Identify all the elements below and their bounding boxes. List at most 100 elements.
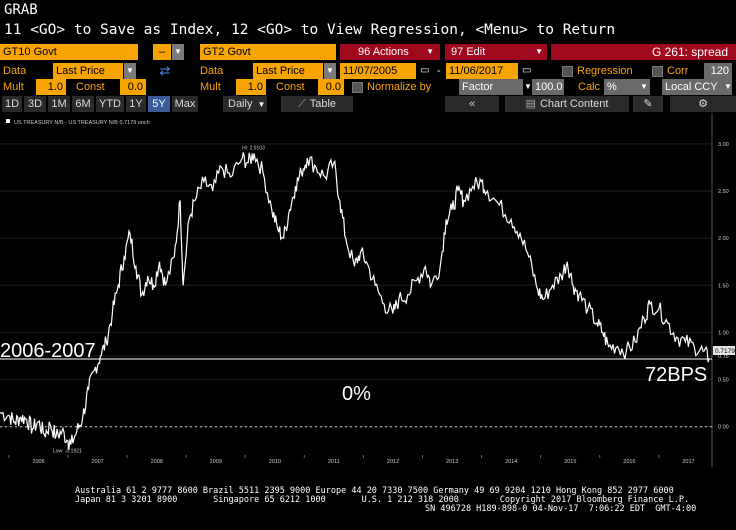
x-axis: 2006 2007 2008 2009 2010 2011 2012 2013 2014 2015… xyxy=(8,455,695,465)
pencil-icon: ✎ xyxy=(643,98,653,110)
function-title: G 261: spread xyxy=(551,44,736,60)
start-date-input[interactable]: 11/07/2005 xyxy=(340,63,416,79)
chart-icon: ▤ xyxy=(525,98,536,110)
hi-label: Hi: 2.9103 xyxy=(242,145,265,151)
annotate-button[interactable]: ✎ xyxy=(633,96,663,112)
x-tick-label: 2010 xyxy=(269,459,281,465)
frequency-select[interactable]: Daily ▼ xyxy=(223,96,267,112)
mult2-input[interactable]: 1.0 xyxy=(236,79,266,95)
regression-label: Regression xyxy=(577,65,633,77)
const-label-2: Const xyxy=(276,81,305,93)
frequency-chevron-icon: ▼ xyxy=(257,100,266,109)
edit-menu[interactable]: 97 Edit ▼ xyxy=(445,44,547,60)
period-button-1m[interactable]: 1M xyxy=(48,96,70,112)
x-tick-label: 2015 xyxy=(564,459,576,465)
x-tick-label: 2008 xyxy=(151,459,163,465)
table-label: Table xyxy=(309,98,336,110)
start-calendar-icon[interactable]: ▭ xyxy=(420,65,430,76)
footer-line-1: Australia 61 2 9777 8600 Brazil 5511 239… xyxy=(75,486,674,496)
footer-line-3: SN 496728 H189-898-0 04-Nov-17 7:06:22 E… xyxy=(425,504,697,514)
y-tick-label: 1.50 xyxy=(718,283,729,289)
y-tick-label: 1.00 xyxy=(718,330,729,336)
corr-label: Corr xyxy=(667,65,689,77)
corr-check-icon xyxy=(652,65,663,77)
footer: Australia 61 2 9777 8600 Brazil 5511 239… xyxy=(75,487,696,514)
table-button[interactable]: ⟋ Table xyxy=(281,96,353,112)
end-date-input[interactable]: 11/06/2017 xyxy=(446,63,518,79)
y-axis: 0.00 0.50 0.75 1.00 1.50 2.00 2.50 3.00 xyxy=(711,113,729,467)
annotation-zero-percent: 0% xyxy=(342,383,371,405)
x-tick-label: 2016 xyxy=(623,459,635,465)
annotation-72bps: 72BPS xyxy=(645,364,707,386)
swap-icon[interactable]: ⇄ xyxy=(159,63,171,78)
period-button-1d[interactable]: 1D xyxy=(2,96,22,112)
end-calendar-icon[interactable]: ▭ xyxy=(522,65,532,76)
normalize-check-icon xyxy=(352,81,363,93)
edit-label: Edit xyxy=(466,46,486,58)
command-line: 11 <GO> to Save as Index, 12 <GO> to Vie… xyxy=(4,22,616,38)
period-button-1y[interactable]: 1Y xyxy=(126,96,146,112)
x-tick-label: 2007 xyxy=(91,459,103,465)
field1-select[interactable]: Last Price xyxy=(53,63,123,79)
security2-input[interactable]: GT2 Govt xyxy=(200,44,336,60)
x-tick-label: 2009 xyxy=(210,459,222,465)
period-button-ytd[interactable]: YTD xyxy=(96,96,124,112)
gear-icon: ⚙ xyxy=(698,98,708,110)
period-button-3d[interactable]: 3D xyxy=(24,96,46,112)
normalize-checkbox[interactable]: Normalize by xyxy=(352,79,431,95)
settings-button[interactable]: ⚙ xyxy=(670,96,736,112)
security1-input[interactable]: GT10 Govt xyxy=(0,44,138,60)
field1-dropdown[interactable]: ▼ xyxy=(124,63,136,79)
annotation-2006-2007: 2006-2007 xyxy=(0,340,96,362)
frequency-label: Daily xyxy=(228,98,253,110)
period-button-6m[interactable]: 6M xyxy=(72,96,94,112)
y-tick-label: 0.00 xyxy=(718,425,729,431)
x-tick-label: 2013 xyxy=(446,459,458,465)
regression-check-icon xyxy=(562,65,573,77)
last-value-badge-bg xyxy=(713,346,735,355)
factor-select[interactable]: Factor xyxy=(459,79,523,95)
x-tick-label: 2012 xyxy=(387,459,399,465)
grab-title: GRAB xyxy=(4,2,38,18)
line-chart-icon: ⟋ xyxy=(298,98,306,110)
mult1-input[interactable]: 1.0 xyxy=(36,79,66,95)
factor-value-input[interactable]: 100.0 xyxy=(532,79,564,95)
series-line xyxy=(0,152,710,451)
const-label: Const xyxy=(76,81,105,93)
chart-content-label: Chart Content xyxy=(539,98,609,110)
y-tick-label: 3.00 xyxy=(718,142,729,148)
low-label: Low: -0.1921 xyxy=(53,449,82,455)
double-chevron-left-icon: « xyxy=(468,98,476,110)
field2-select[interactable]: Last Price xyxy=(253,63,323,79)
y-tick-label: 0.75 xyxy=(718,354,729,360)
y-tick-label: 0.50 xyxy=(718,378,729,384)
corr-checkbox[interactable]: Corr xyxy=(652,63,688,79)
x-tick-label: 2017 xyxy=(682,459,694,465)
calc-dropdown[interactable]: ▼ xyxy=(640,82,648,91)
currency-dropdown[interactable]: ▼ xyxy=(724,82,732,91)
collapse-button[interactable]: « xyxy=(445,96,499,112)
field2-dropdown[interactable]: ▼ xyxy=(324,63,336,79)
x-tick-label: 2006 xyxy=(32,459,44,465)
const1-input[interactable]: 0.0 xyxy=(120,79,146,95)
mult-label: Mult xyxy=(3,81,24,93)
operator-select[interactable]: – xyxy=(153,44,171,60)
actions-menu[interactable]: 96 Actions ▼ xyxy=(340,44,440,60)
period-button-5y[interactable]: 5Y xyxy=(148,96,170,112)
currency-select[interactable]: Local CCY xyxy=(662,79,732,95)
y-tick-label: 2.50 xyxy=(718,189,729,195)
regression-checkbox[interactable]: Regression xyxy=(562,63,633,79)
operator-dropdown[interactable]: ▼ xyxy=(172,44,184,60)
data-label-2: Data xyxy=(200,65,224,77)
chart-content-button[interactable]: ▤ Chart Content xyxy=(505,96,629,112)
calc-select[interactable]: % xyxy=(604,79,650,95)
corr-window-input[interactable]: 120 xyxy=(704,63,732,79)
security-row: GT10 Govt – ▼ GT2 Govt 96 Actions ▼ 97 E… xyxy=(0,44,736,62)
spread-chart[interactable]: 0.000.500.751.001.502.002.503.00 2006 200… xyxy=(0,113,736,467)
actions-chevron-icon: ▼ xyxy=(426,47,434,56)
period-button-max[interactable]: Max xyxy=(172,96,198,112)
x-tick-label: 2014 xyxy=(505,459,517,465)
const2-input[interactable]: 0.0 xyxy=(318,79,344,95)
toolbar: 1D 3D 1M 6M YTD 1Y 5Y Max Daily ▼ ⟋ Table « ▤ Cha… xyxy=(0,96,736,114)
factor-dropdown[interactable]: ▼ xyxy=(524,82,532,91)
